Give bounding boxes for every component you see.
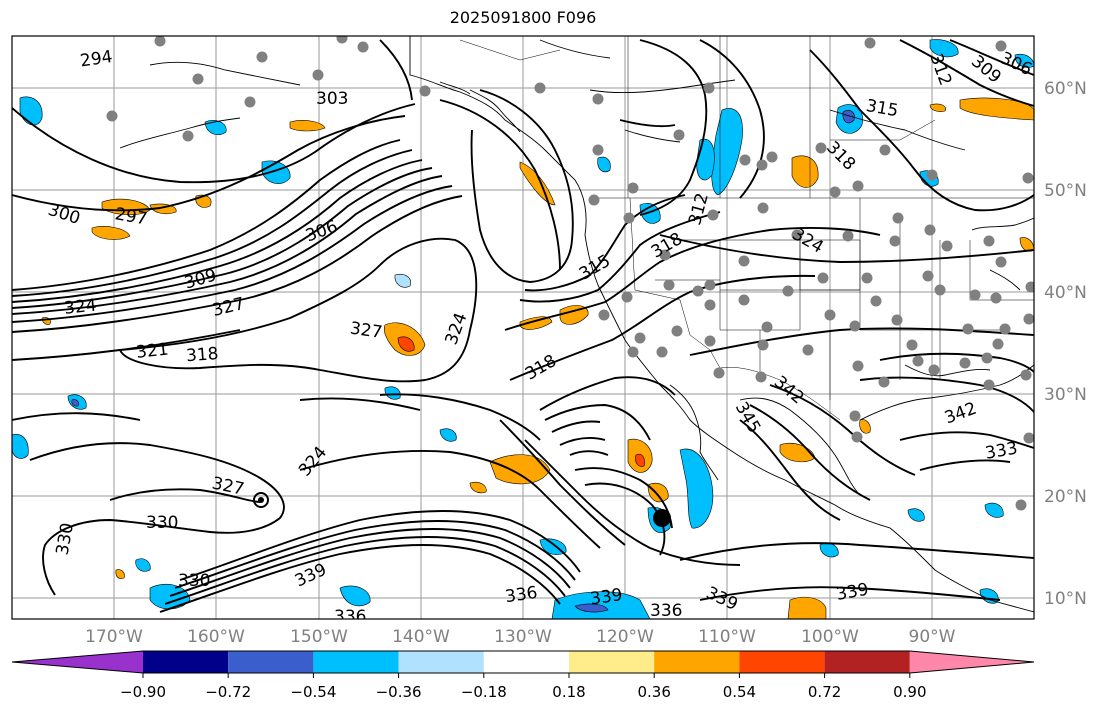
contour-label: 324 [63, 296, 97, 319]
coastlines [119, 36, 1034, 613]
colorbar-extend-high [909, 651, 1034, 673]
low-center-dot [258, 497, 264, 503]
contour-label: 330 [178, 571, 210, 591]
colorbar-tick-label: 0.72 [808, 683, 841, 701]
map-title: 2025091800 F096 [449, 8, 597, 27]
lon-label: 110°W [698, 627, 756, 647]
colorbar-labels: −0.90 −0.72 −0.54 −0.36 −0.18 0.18 0.36 … [120, 683, 926, 701]
contour-label: 294 [79, 47, 114, 71]
contour-label: 303 [316, 89, 348, 109]
lat-label: 60°N [1044, 79, 1087, 99]
colorbar-segment [569, 651, 655, 673]
height-contours [12, 39, 1034, 613]
colorbar-segment [398, 651, 484, 673]
lon-label: 160°W [187, 627, 245, 647]
contour-label: 318 [185, 344, 219, 366]
political-borders [459, 36, 1034, 421]
colorbar-tick-label: −0.90 [120, 683, 166, 701]
colorbar-segment [313, 651, 399, 673]
lat-label: 20°N [1044, 487, 1087, 507]
contour-label: 336 [334, 607, 366, 627]
shaded-field [12, 39, 1034, 619]
lat-label: 50°N [1044, 181, 1087, 201]
colorbar-tick-label: 0.18 [552, 683, 585, 701]
contour-label: 336 [504, 583, 539, 607]
colorbar-segment [824, 651, 910, 673]
station-markers [106, 36, 1034, 511]
colorbar-tick-label: 0.90 [893, 683, 926, 701]
colorbar-extend-low [12, 651, 143, 673]
gridlines [12, 36, 1034, 619]
lon-label: 140°W [392, 627, 450, 647]
lon-label: 90°W [909, 627, 956, 647]
colorbar: −0.90 −0.72 −0.54 −0.36 −0.18 0.18 0.36 … [11, 650, 1035, 701]
low-center-marker [253, 492, 269, 508]
lon-label: 170°W [85, 627, 143, 647]
colorbar-segment [483, 651, 569, 673]
contour-label: 330 [146, 513, 178, 533]
contour-label: 339 [589, 585, 624, 609]
contour-label: 327 [349, 319, 384, 343]
colorbar-segment [143, 651, 229, 673]
colorbar-tick-label: −0.18 [461, 683, 507, 701]
contour-label: 336 [650, 601, 682, 621]
colorbar-segment [739, 651, 825, 673]
colorbar-tick-label: −0.54 [290, 683, 336, 701]
colorbar-tick-label: 0.36 [637, 683, 670, 701]
longitude-labels: 170°W 160°W 150°W 140°W 130°W 120°W 110°… [85, 627, 956, 647]
contour-label: 321 [135, 340, 169, 363]
colorbar-ticks [142, 673, 911, 678]
lat-label: 40°N [1044, 283, 1087, 303]
colorbar-tick-label: −0.36 [376, 683, 422, 701]
lon-label: 100°W [801, 627, 859, 647]
lon-label: 150°W [290, 627, 348, 647]
lat-label: 10°N [1044, 589, 1087, 609]
lon-label: 120°W [596, 627, 654, 647]
colorbar-tick-label: 0.54 [723, 683, 756, 701]
lat-label: 30°N [1044, 385, 1087, 405]
colorbar-segment [228, 651, 314, 673]
map-frame [11, 35, 1035, 620]
latitude-labels: 60°N 50°N 40°N 30°N 20°N 10°N [1044, 79, 1087, 609]
colorbar-segment [654, 651, 740, 673]
storm-center-marker [653, 509, 671, 527]
lon-label: 130°W [494, 627, 552, 647]
colorbar-tick-label: −0.72 [205, 683, 251, 701]
